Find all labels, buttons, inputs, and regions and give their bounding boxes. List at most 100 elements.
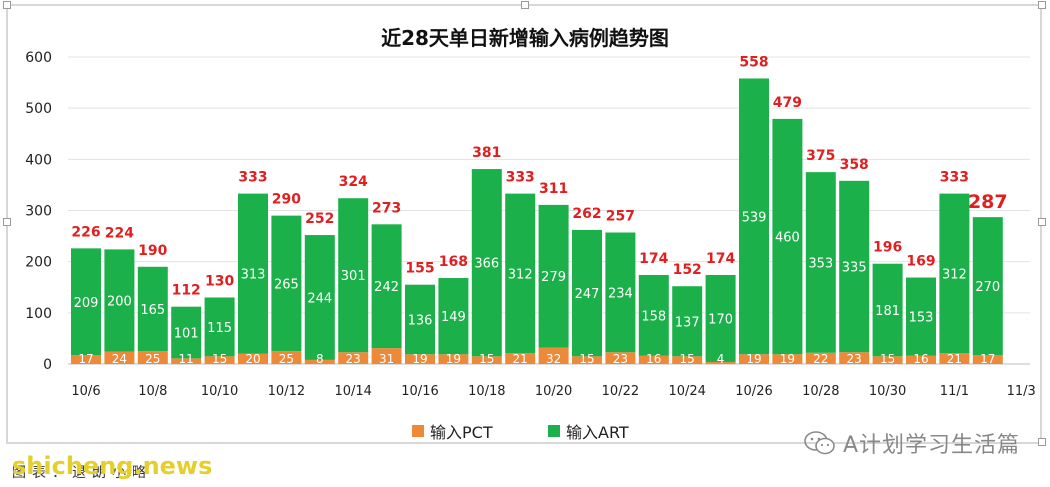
art-value-label: 170 [708, 312, 733, 327]
x-tick-label: 10/6 [71, 384, 100, 399]
bar-pct [572, 356, 602, 364]
bar-pct [171, 358, 202, 364]
bar-art [872, 263, 903, 357]
art-value-label: 265 [274, 277, 299, 292]
pct-value-label: 25 [145, 352, 160, 366]
bar-art [906, 277, 936, 356]
total-value-label: 169 [906, 254, 935, 270]
total-value-label: 174 [639, 251, 668, 267]
pct-value-label: 19 [780, 352, 795, 366]
pct-value-label: 19 [746, 352, 761, 366]
site-watermark: shicheng.news [12, 452, 213, 480]
total-value-label: 273 [372, 200, 401, 216]
art-value-label: 244 [307, 291, 332, 306]
art-value-label: 353 [808, 256, 833, 271]
total-value-label: 262 [572, 206, 601, 222]
bar-art [572, 229, 602, 357]
bar-pct [304, 359, 335, 364]
pct-value-label: 15 [579, 352, 594, 366]
y-tick-label: 100 [25, 306, 52, 322]
bar-pct [204, 356, 235, 364]
total-value-label: 112 [172, 283, 201, 299]
bar-art [839, 180, 870, 353]
pct-value-label: 15 [479, 352, 494, 366]
bar-pct [605, 352, 636, 364]
art-value-label: 279 [541, 270, 566, 285]
bar-pct [338, 352, 369, 364]
bar-pct [906, 355, 936, 364]
bar-art [939, 193, 970, 354]
resize-handle-bottom-right[interactable] [1038, 438, 1046, 446]
pct-value-label: 31 [379, 352, 394, 366]
art-value-label: 242 [374, 280, 399, 295]
pct-value-label: 15 [680, 352, 695, 366]
total-value-label: 375 [806, 148, 835, 164]
bar-art [405, 284, 435, 355]
art-value-label: 165 [140, 303, 165, 318]
bar-art [705, 274, 736, 362]
bar-pct [505, 353, 536, 364]
art-value-label: 312 [942, 267, 967, 282]
legend-swatch-art [548, 425, 560, 437]
bar-art [104, 249, 135, 352]
bar-pct [805, 352, 836, 364]
bar-pct [739, 354, 769, 364]
resize-handle-right-mid[interactable] [1038, 218, 1046, 226]
bar-pct [238, 353, 268, 364]
bar-pct [438, 354, 469, 364]
total-value-label: 224 [105, 225, 134, 241]
total-value-label: 358 [840, 157, 869, 173]
bar-pct [772, 354, 803, 364]
total-value-label: 287 [968, 191, 1008, 213]
pct-value-label: 23 [346, 352, 361, 366]
art-value-label: 200 [107, 295, 132, 310]
total-value-label: 257 [606, 209, 635, 225]
resize-handle-top-right[interactable] [1038, 1, 1046, 9]
bar-pct [672, 356, 703, 364]
resize-handle-top-mid[interactable] [521, 1, 529, 9]
bar-art [471, 169, 502, 357]
art-value-label: 158 [641, 309, 666, 324]
art-value-label: 335 [842, 261, 867, 276]
pct-value-label: 25 [279, 352, 294, 366]
resize-handle-left-mid[interactable] [3, 218, 11, 226]
legend-item-pct: 输入PCT [412, 419, 493, 443]
y-tick-label: 600 [25, 50, 52, 66]
pct-value-label: 15 [212, 352, 227, 366]
bar-art [304, 235, 335, 360]
bar-art [71, 248, 101, 356]
pct-value-label: 19 [446, 352, 461, 366]
resize-handle-top-left[interactable] [3, 1, 11, 9]
total-value-label: 152 [673, 262, 702, 278]
bar-art [505, 193, 536, 354]
pct-value-label: 11 [179, 352, 194, 366]
bar-pct [939, 353, 970, 364]
art-value-label: 153 [909, 311, 934, 326]
total-value-label: 311 [539, 181, 568, 197]
x-tick-label: 10/24 [668, 384, 705, 399]
pct-value-label: 22 [813, 352, 828, 366]
total-value-label: 155 [405, 261, 434, 277]
pct-value-label: 8 [316, 352, 324, 366]
bar-pct [271, 351, 302, 364]
art-value-label: 181 [875, 304, 900, 319]
pct-value-label: 16 [913, 352, 928, 366]
bar-art [739, 78, 769, 355]
bar-pct [839, 352, 870, 364]
pct-value-label: 23 [847, 352, 862, 366]
pct-value-label: 21 [947, 352, 962, 366]
total-value-label: 558 [739, 54, 768, 70]
y-tick-label: 300 [25, 204, 52, 220]
art-value-label: 137 [675, 315, 700, 330]
y-tick-label: 400 [25, 152, 52, 168]
art-value-label: 366 [474, 257, 499, 272]
x-tick-label: 10/10 [201, 384, 238, 399]
art-value-label: 312 [508, 267, 533, 282]
art-value-label: 149 [441, 310, 466, 325]
bar-art [638, 274, 669, 356]
x-tick-label: 10/20 [535, 384, 572, 399]
account-name: A计划学习生活篇 [842, 433, 1020, 458]
pct-value-label: 32 [546, 352, 561, 366]
pct-value-label: 24 [112, 352, 127, 366]
